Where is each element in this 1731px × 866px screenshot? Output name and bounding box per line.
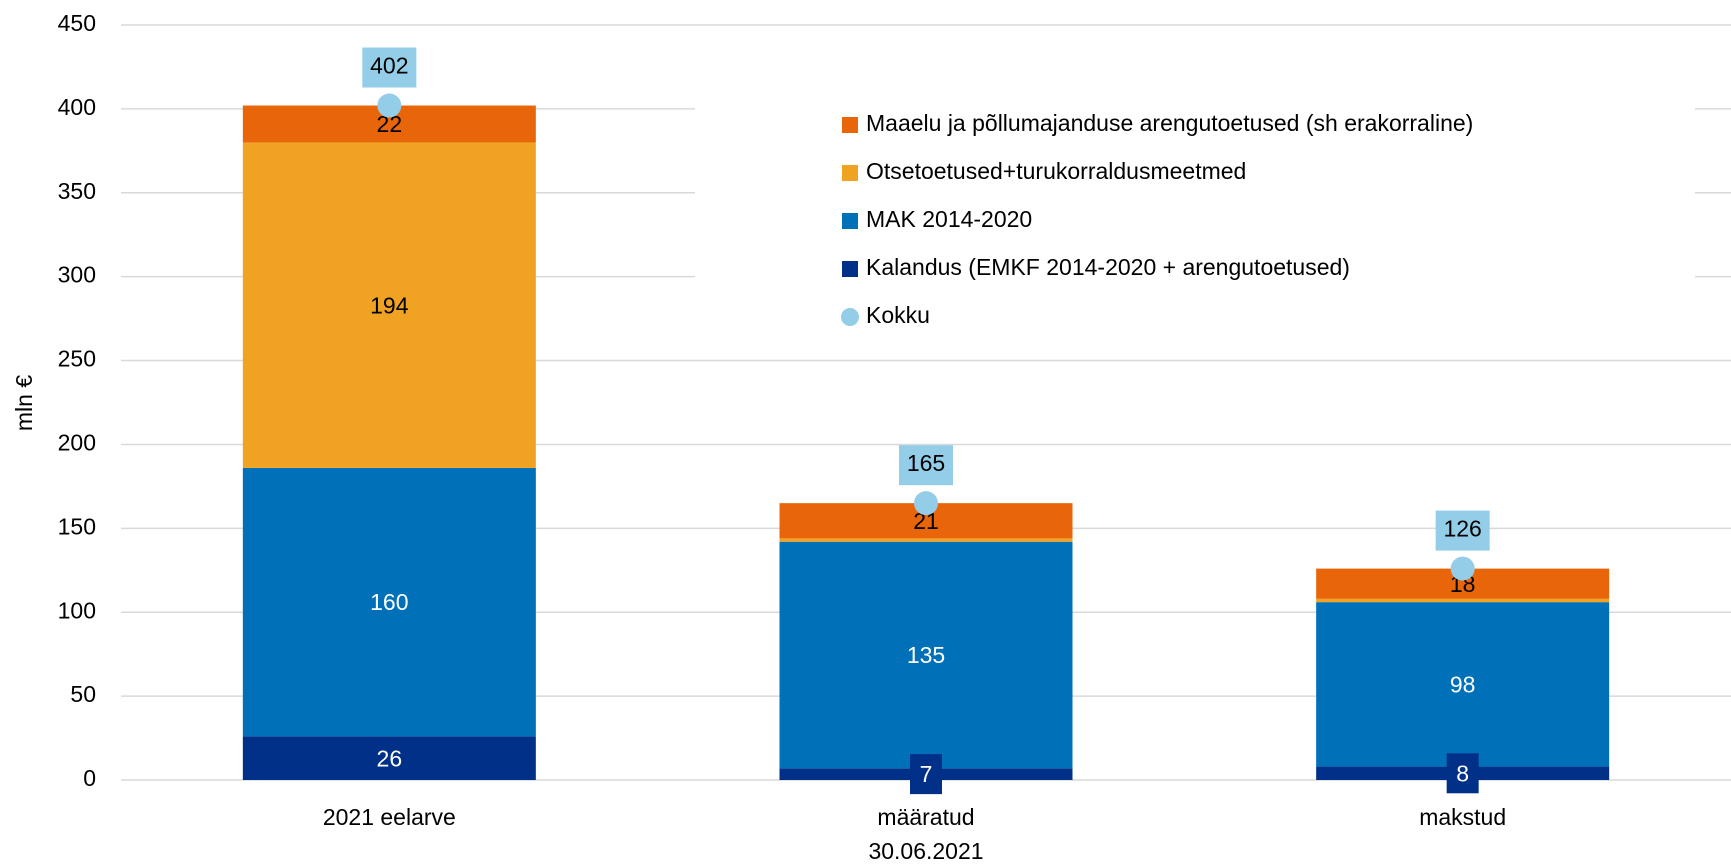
total-label-box (1435, 510, 1490, 551)
bar-segment (242, 736, 536, 780)
legend-label: Maaelu ja põllumajanduse arengutoetused … (866, 110, 1473, 136)
y-tick-label: 150 (58, 513, 96, 539)
legend-label: MAK 2014-2020 (866, 206, 1032, 232)
x-tick-label: määratud (877, 804, 974, 830)
bar-segment (1316, 598, 1610, 603)
y-tick-label: 0 (83, 765, 96, 791)
bar-segment (242, 142, 536, 468)
data-label: 7 (920, 761, 933, 787)
bar-segment (242, 467, 536, 737)
data-label: 26 (377, 745, 403, 771)
y-tick-label: 450 (58, 10, 96, 36)
data-label-box (910, 754, 942, 795)
legend-marker (842, 165, 858, 181)
data-label: 135 (907, 642, 945, 668)
total-dot (377, 93, 402, 118)
total-label: 126 (1443, 516, 1481, 542)
y-tick-label: 100 (58, 597, 96, 623)
legend-marker (841, 308, 859, 326)
total-label-box (899, 445, 953, 486)
total-label-box (362, 47, 417, 88)
bar-segment (779, 538, 1073, 542)
legend-label: Kokku (866, 302, 930, 328)
total-dot (1450, 556, 1475, 581)
y-axis-label: mln € (11, 375, 37, 431)
total-dot (914, 491, 938, 516)
data-label: 8 (1456, 760, 1469, 786)
data-label: 98 (1450, 671, 1476, 697)
y-tick-label: 200 (58, 430, 96, 456)
bar-segment (779, 541, 1073, 769)
legend-marker (842, 117, 858, 133)
legend-background (695, 92, 1695, 342)
legend-label: Kalandus (EMKF 2014-2020 + arengutoetuse… (866, 254, 1350, 280)
y-tick-label: 250 (58, 346, 96, 372)
legend-label: Otsetoetused+turukorraldusmeetmed (866, 158, 1246, 184)
y-tick-label: 400 (58, 94, 96, 120)
y-tick-label: 50 (70, 681, 96, 707)
y-tick-label: 350 (58, 178, 96, 204)
data-label: 194 (370, 292, 409, 318)
data-label: 160 (370, 589, 408, 615)
x-tick-label: 2021 eelarve (323, 804, 456, 830)
total-label: 402 (370, 53, 408, 79)
bar-segment (1316, 602, 1610, 767)
data-label-box (1446, 753, 1479, 794)
legend-marker (842, 213, 858, 229)
legend-marker (842, 261, 858, 277)
x-tick-label: 30.06.2021 (868, 838, 983, 864)
total-label: 165 (907, 450, 945, 476)
y-tick-label: 300 (58, 262, 96, 288)
x-tick-label: makstud (1419, 804, 1506, 830)
